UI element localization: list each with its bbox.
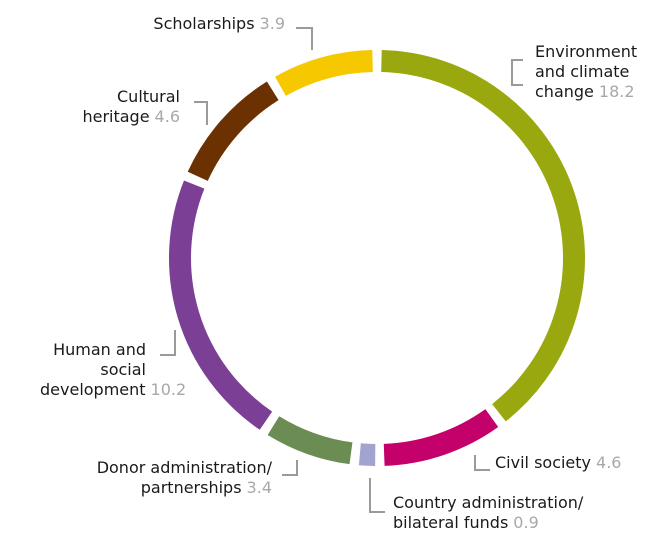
donut-segment bbox=[275, 50, 373, 96]
connector bbox=[282, 460, 298, 476]
donut-segment bbox=[187, 81, 279, 182]
connector bbox=[160, 330, 176, 356]
donut-segment bbox=[381, 50, 585, 422]
value-label: 3.9 bbox=[259, 14, 285, 33]
slice-label: Cultural heritage 4.6 bbox=[80, 87, 180, 127]
connector bbox=[194, 101, 208, 125]
category-name: Scholarships bbox=[153, 14, 255, 33]
donut-segment bbox=[169, 180, 273, 430]
slice-label: Scholarships 3.9 bbox=[85, 14, 285, 34]
value-label: 0.9 bbox=[513, 513, 539, 532]
connector bbox=[511, 59, 523, 86]
category-name: Human and social development bbox=[40, 340, 146, 399]
category-name: Environment and climate change bbox=[535, 42, 638, 101]
donut-segment bbox=[267, 416, 353, 465]
connector bbox=[369, 478, 385, 513]
slice-label: Civil society 4.6 bbox=[495, 453, 655, 473]
slice-label: Environment and climate change 18.2 bbox=[535, 42, 660, 102]
donut-segment bbox=[383, 409, 499, 466]
category-name: Donor administration/ partnerships bbox=[96, 458, 272, 497]
slice-label: Country administration/ bilateral funds 0… bbox=[393, 493, 633, 533]
connector bbox=[296, 27, 313, 50]
slice-label: Human and social development 10.2 bbox=[40, 340, 186, 400]
value-label: 4.6 bbox=[154, 107, 180, 126]
value-label: 4.6 bbox=[596, 453, 622, 472]
value-label: 18.2 bbox=[598, 82, 635, 101]
connector bbox=[474, 455, 490, 471]
category-name: Civil society bbox=[495, 453, 592, 472]
donut-segment bbox=[358, 443, 376, 466]
slice-label: Donor administration/ partnerships 3.4 bbox=[52, 458, 272, 498]
category-name: Cultural heritage bbox=[82, 87, 180, 126]
value-label: 10.2 bbox=[150, 380, 187, 399]
category-name: Country administration/ bilateral funds bbox=[393, 493, 584, 532]
value-label: 3.4 bbox=[246, 478, 272, 497]
